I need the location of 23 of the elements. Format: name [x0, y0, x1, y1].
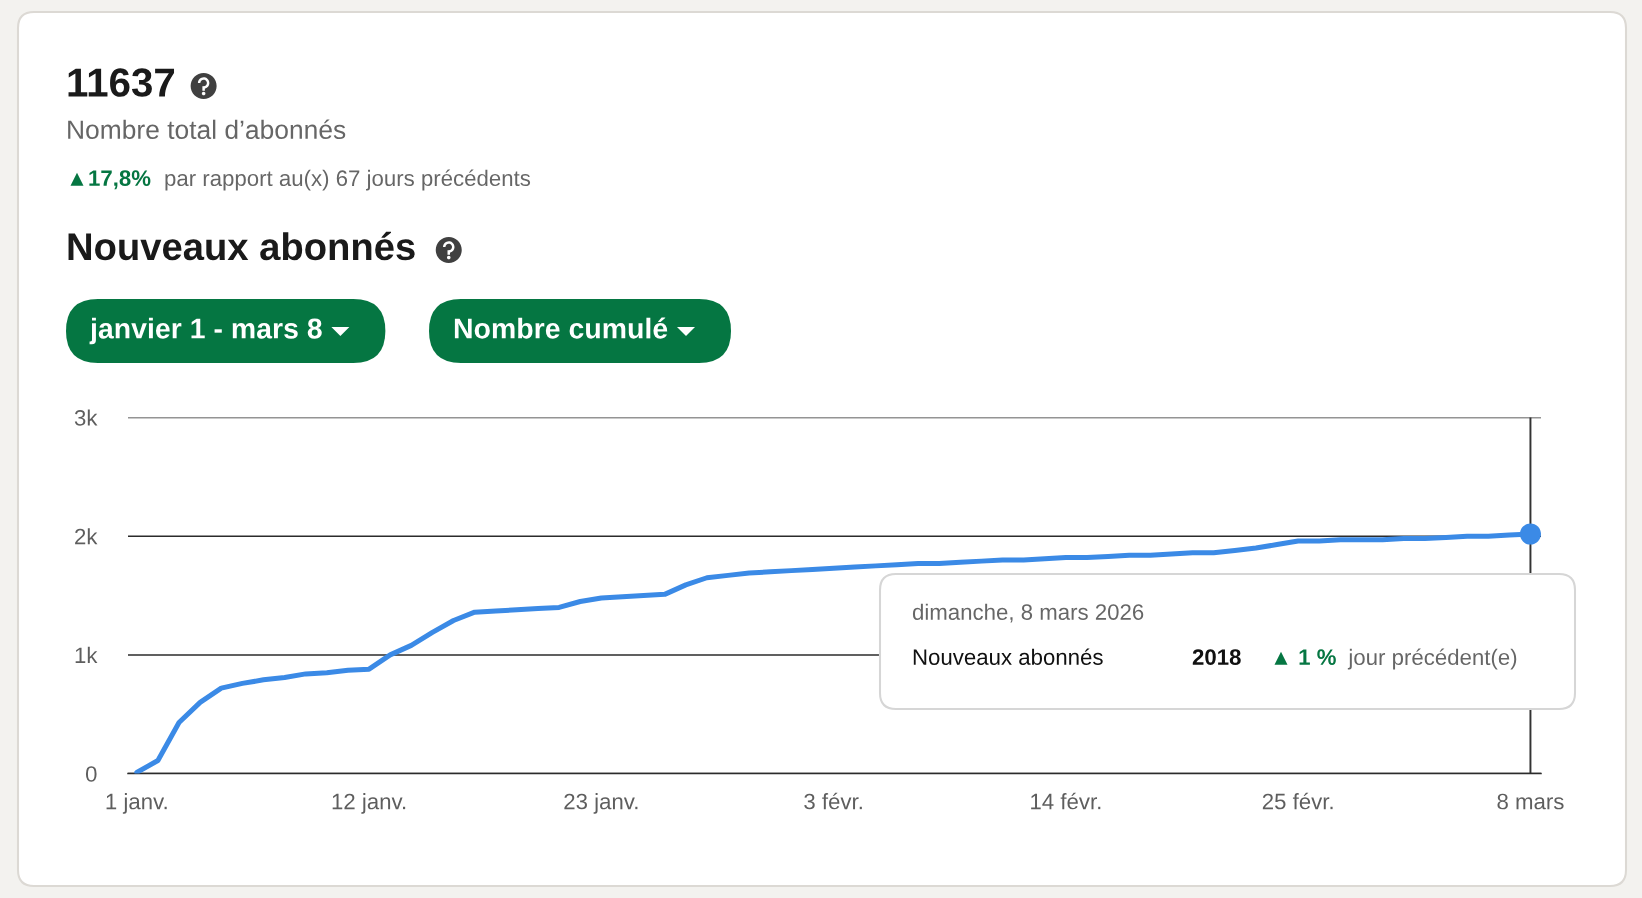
text: ▲17,8%	[70, 170, 151, 190]
text: 11637	[68, 68, 175, 97]
text: Nombre total d’abonnés	[68, 119, 346, 140]
y-tick-label: 0	[85, 766, 97, 782]
chart-title: Nouveaux abonnés	[68, 231, 415, 261]
x-tick-label: 23 janv.	[564, 793, 638, 814]
y-tick-label: 1k	[75, 646, 98, 663]
y-tick-label: 3k	[74, 409, 98, 426]
x-tick-label: 1 janv.	[106, 793, 167, 814]
text: janvier 1 - mars 8	[89, 317, 322, 345]
y-tick-label: 2k	[75, 528, 98, 545]
annotation: Nouveaux abonnés	[913, 648, 1103, 665]
x-tick-label: 25 févr.	[1262, 792, 1333, 810]
text: par rapport au(x) 67 jours précédents	[165, 169, 531, 191]
x-tick-label: 8 mars	[1497, 793, 1564, 810]
annotation: ▲ 1 %	[1274, 649, 1336, 665]
x-tick-label: 3 févr.	[804, 792, 862, 810]
x-tick-label: 12 janv.	[332, 793, 406, 814]
text: Nombre cumulé	[454, 317, 668, 339]
x-tick-label: 14 févr.	[1031, 792, 1101, 810]
annotation: 2018	[1192, 649, 1241, 665]
annotation: jour précédent(e)	[1347, 648, 1517, 670]
annotation: dimanche, 8 mars 2026	[912, 603, 1144, 623]
